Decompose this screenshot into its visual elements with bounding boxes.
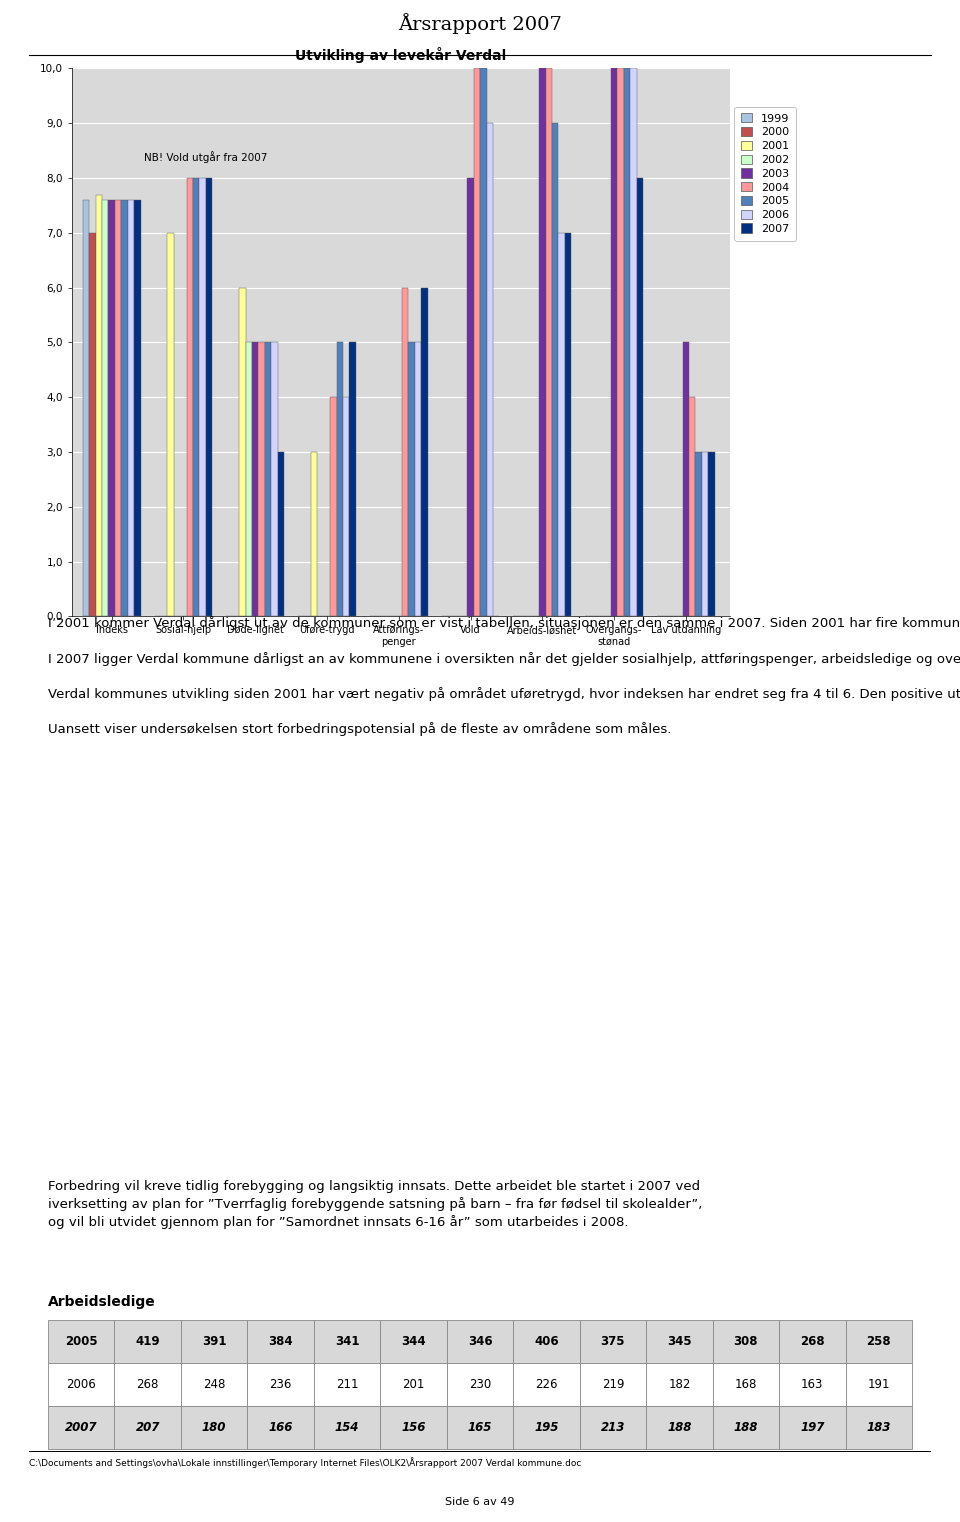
Bar (468, 178, 473, 616)
Bar (337, 342, 343, 616)
Bar (330, 397, 337, 616)
Bar (540, 68, 545, 616)
Bar (108, 199, 115, 616)
Bar (702, 452, 708, 616)
Text: NB! Vold utgår fra 2007: NB! Vold utgår fra 2007 (144, 151, 268, 163)
Bar (121, 199, 128, 616)
Bar (246, 342, 252, 616)
Bar (487, 123, 493, 616)
Bar (96, 195, 102, 616)
Bar (559, 233, 564, 616)
Bar (408, 342, 415, 616)
Bar (239, 288, 246, 616)
Bar (480, 68, 487, 616)
Title: Utvikling av levekår Verdal: Utvikling av levekår Verdal (295, 47, 507, 62)
Bar (689, 397, 695, 616)
Bar (349, 342, 356, 616)
Bar (402, 288, 408, 616)
Bar (695, 452, 702, 616)
Bar (415, 342, 421, 616)
Bar (272, 342, 277, 616)
Bar (128, 199, 134, 616)
Bar (473, 68, 480, 616)
Bar (311, 452, 318, 616)
Bar (252, 342, 258, 616)
Bar (134, 199, 140, 616)
Bar (277, 452, 284, 616)
Bar (115, 199, 121, 616)
Bar (624, 68, 630, 616)
Bar (102, 199, 108, 616)
Bar (83, 199, 89, 616)
Bar (552, 123, 559, 616)
Bar (564, 233, 571, 616)
Bar (611, 68, 617, 616)
Bar (630, 68, 636, 616)
Bar (167, 233, 174, 616)
Bar (205, 178, 212, 616)
Bar (186, 178, 193, 616)
Bar (708, 452, 715, 616)
Text: Årsrapport 2007: Årsrapport 2007 (398, 12, 562, 33)
Text: Side 6 av 49: Side 6 av 49 (445, 1496, 515, 1507)
Bar (89, 233, 96, 616)
Bar (265, 342, 272, 616)
Bar (200, 178, 205, 616)
Text: C:\Documents and Settings\ovha\Lokale innstillinger\Temporary Internet Files\OLK: C:\Documents and Settings\ovha\Lokale in… (29, 1458, 581, 1469)
Bar (617, 68, 624, 616)
Bar (193, 178, 200, 616)
Text: I 2001 kommer Verdal dårligst ut av de kommuner som er vist i tabellen, situasjo: I 2001 kommer Verdal dårligst ut av de k… (48, 616, 960, 753)
Bar (421, 288, 427, 616)
Text: Forbedring vil kreve tidlig forebygging og langsiktig innsats. Dette arbeidet bl: Forbedring vil kreve tidlig forebygging … (48, 1180, 703, 1230)
Bar (636, 178, 643, 616)
Bar (545, 68, 552, 616)
Legend: 1999, 2000, 2001, 2002, 2003, 2004, 2005, 2006, 2007: 1999, 2000, 2001, 2002, 2003, 2004, 2005… (734, 107, 796, 240)
Bar (343, 397, 349, 616)
Bar (683, 342, 689, 616)
Bar (258, 342, 265, 616)
Text: Arbeidsledige: Arbeidsledige (48, 1295, 156, 1309)
